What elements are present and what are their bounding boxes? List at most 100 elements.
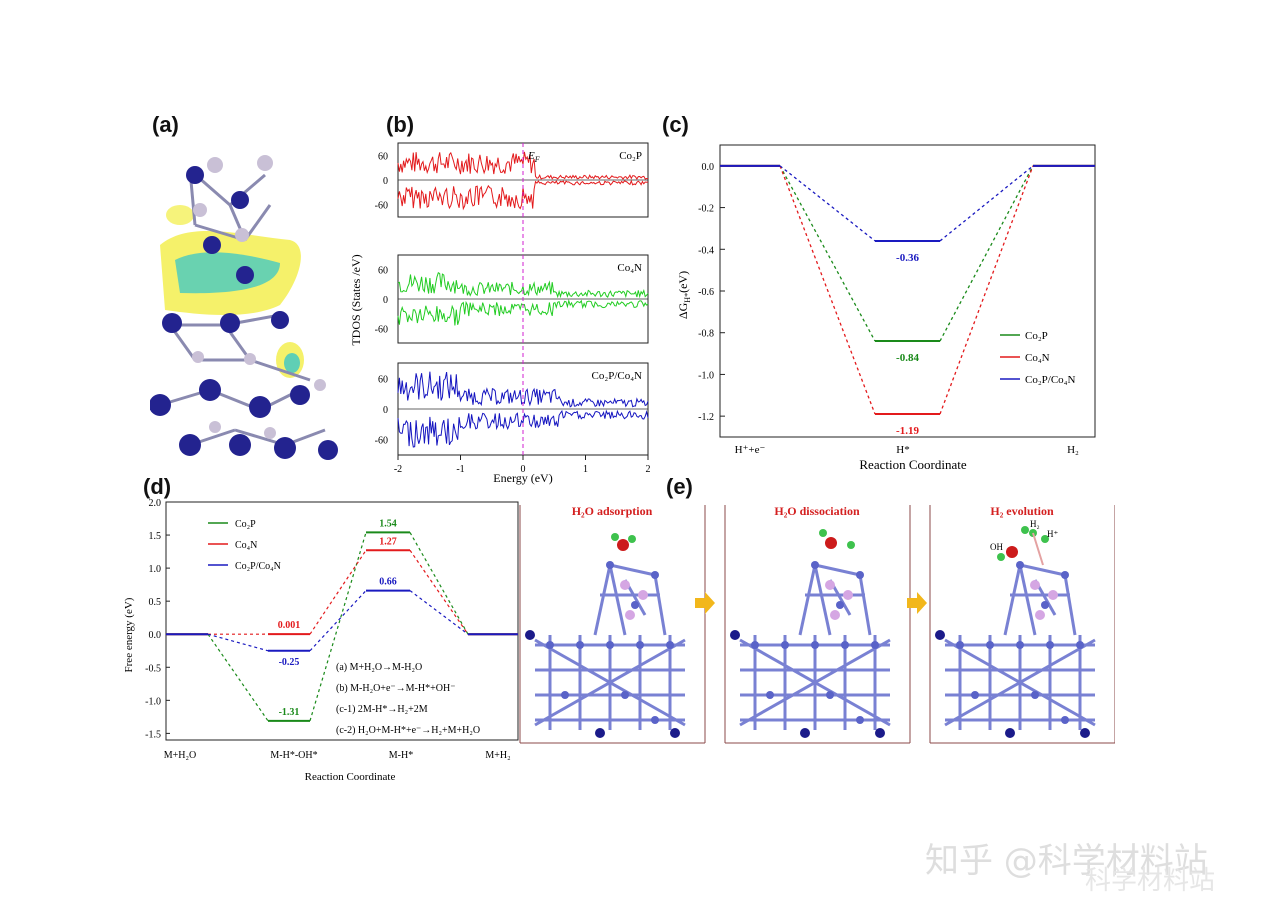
fe-plot-frame	[165, 501, 519, 741]
fe-legend-label: Co₄N	[235, 540, 257, 551]
tdos-ytick: 0	[383, 295, 388, 306]
her-value-label: -0.84	[896, 352, 919, 364]
tdos-ytick: 0	[383, 176, 388, 187]
fermi-level-label: EF	[527, 150, 540, 164]
tdos-xtick-label: 1	[583, 464, 588, 475]
her-category-label: H⁺+e⁻	[735, 444, 766, 456]
label-hplus: H⁺	[1047, 529, 1058, 539]
her-ytick-label: -0.8	[698, 329, 714, 340]
her-transition-line	[939, 165, 1034, 242]
fe-value-label: 1.54	[379, 518, 397, 529]
tdos-ytick: 60	[378, 266, 388, 277]
fe-reaction-step: (c-1) 2M-H*→H₂+2M	[336, 704, 428, 715]
watermark-text-2: 科学材料站	[1085, 866, 1216, 896]
fe-ylabel: Free energy (eV)	[123, 597, 135, 672]
her-ytick-label: -1.0	[698, 370, 714, 381]
her-transition-line	[939, 165, 1034, 342]
fe-reaction-step: (b) M-H₂O+e⁻→M-H*+OH⁻	[336, 683, 455, 694]
tdos-chart: TDOS (States /eV) 60 0 -60 Co₂P 60 0 -60 Co₄N 60…	[349, 142, 651, 485]
her-ytick-label: -1.2	[698, 412, 714, 423]
fe-reaction-step: (a) M+H₂O→M-H₂O	[336, 662, 422, 673]
tdos-xtick-label: -1	[456, 464, 464, 475]
tdos-ytick: 0	[383, 405, 388, 416]
fe-transition-line	[309, 549, 367, 635]
fe-ytick-label: 0.5	[149, 597, 162, 608]
tdos-subplot-label: Co₂P/Co₄N	[592, 370, 643, 382]
her-transition-line	[779, 165, 876, 415]
her-free-energy-chart: ΔGH*(eV) 0.0 -0.2 -0.4 -0.6 -0.8 -1.0 -1.2 H⁺+e…	[676, 144, 1096, 472]
fe-value-label: 1.27	[379, 536, 397, 547]
free-energy-chart: Free energy (eV) 2.0 1.5 1.0 0.5 0.0 -0.5 -1.0…	[123, 498, 519, 783]
panel-label-b: (b)	[386, 112, 415, 137]
fe-value-label: -0.25	[279, 657, 300, 668]
tdos-xlabel: Energy (eV)	[493, 471, 552, 485]
fe-ytick-label: 2.0	[149, 498, 162, 509]
tdos-ytick: 60	[378, 374, 388, 385]
tdos-ytick: -60	[375, 201, 388, 212]
fe-ytick-label: 1.5	[149, 531, 162, 542]
her-category-label: H₂	[1067, 444, 1079, 456]
her-legend-label: Co₂P	[1025, 330, 1048, 342]
fe-legend-label: Co₂P/Co₄N	[235, 561, 281, 572]
tdos-xtick-label: 0	[521, 464, 526, 475]
her-ytick-label: -0.6	[698, 287, 714, 298]
fe-transition-line	[207, 633, 269, 722]
fe-category-label: M-H*	[389, 750, 413, 761]
her-ylabel: ΔGH*(eV)	[676, 271, 692, 319]
panel-label-a: (a)	[152, 112, 179, 137]
tdos-spin-down-line	[397, 409, 649, 448]
title-h2o-dissociation: H₂O dissociation	[774, 504, 860, 518]
her-legend-label: Co₄N	[1025, 352, 1050, 364]
fe-transition-line	[409, 549, 469, 635]
fe-category-label: M+H₂O	[164, 750, 196, 761]
tdos-subplot-label: Co₂P	[619, 150, 642, 162]
fe-value-label: -1.31	[279, 707, 300, 718]
title-h2o-adsorption: H₂O adsorption	[572, 504, 653, 518]
h2-evolution-species	[997, 526, 1049, 566]
fe-transition-line	[409, 532, 469, 635]
fe-legend-label: Co₂P	[235, 519, 256, 530]
her-ytick-label: -0.2	[698, 204, 714, 215]
fe-transition-line	[309, 590, 367, 652]
water-molecule-dissociating	[819, 529, 855, 549]
her-ytick-label: -0.4	[698, 245, 714, 256]
panel-label-d: (d)	[143, 474, 172, 499]
fe-ytick-label: -1.0	[145, 696, 161, 707]
her-transition-line	[779, 165, 876, 242]
fe-category-label: M+H₂	[485, 750, 510, 761]
fe-xlabel: Reaction Coordinate	[305, 771, 396, 783]
fe-reaction-step: (c-2) H₂O+M-H*+e⁻→H₂+M+H₂O	[336, 725, 480, 736]
arrow-right-icon	[695, 592, 715, 614]
reaction-snapshots: OH H₂ H⁺ H₂O adsorption H₂O dissociation…	[518, 503, 1115, 745]
fe-ytick-label: 0.0	[149, 630, 162, 641]
her-plot-frame	[719, 144, 1096, 438]
label-h2: H₂	[1030, 519, 1040, 529]
her-value-label: -0.36	[896, 252, 919, 264]
tdos-xtick-label: 2	[646, 464, 651, 475]
her-transition-line	[939, 165, 1034, 415]
her-transition-line	[779, 165, 876, 342]
fe-ytick-label: -0.5	[145, 663, 161, 674]
fe-value-label: 0.66	[379, 577, 397, 588]
label-oh: OH	[990, 542, 1003, 552]
fe-ytick-label: 1.0	[149, 564, 162, 575]
her-value-label: -1.19	[896, 425, 919, 437]
tdos-xtick-label: -2	[394, 464, 402, 475]
fe-value-label: 0.001	[278, 620, 301, 631]
watermark-text: 知乎 @科学材料站	[925, 841, 1208, 881]
charge-density-structure-image	[150, 155, 338, 460]
her-xlabel: Reaction Coordinate	[859, 457, 966, 472]
water-molecule-adsorbed	[611, 533, 636, 551]
fe-ytick-label: -1.5	[145, 729, 161, 740]
fe-transition-line	[207, 633, 269, 652]
panel-label-c: (c)	[662, 112, 689, 137]
fe-category-label: M-H*-OH*	[270, 750, 317, 761]
her-ytick-label: 0.0	[702, 162, 715, 173]
her-category-label: H*	[896, 444, 909, 456]
arrow-right-icon	[907, 592, 927, 614]
tdos-ytick: -60	[375, 324, 388, 335]
panel-label-e: (e)	[666, 474, 693, 499]
fe-transition-line	[409, 590, 469, 635]
tdos-subplot-label: Co₄N	[617, 262, 642, 274]
title-h2-evolution: H₂ evolution	[990, 504, 1054, 518]
